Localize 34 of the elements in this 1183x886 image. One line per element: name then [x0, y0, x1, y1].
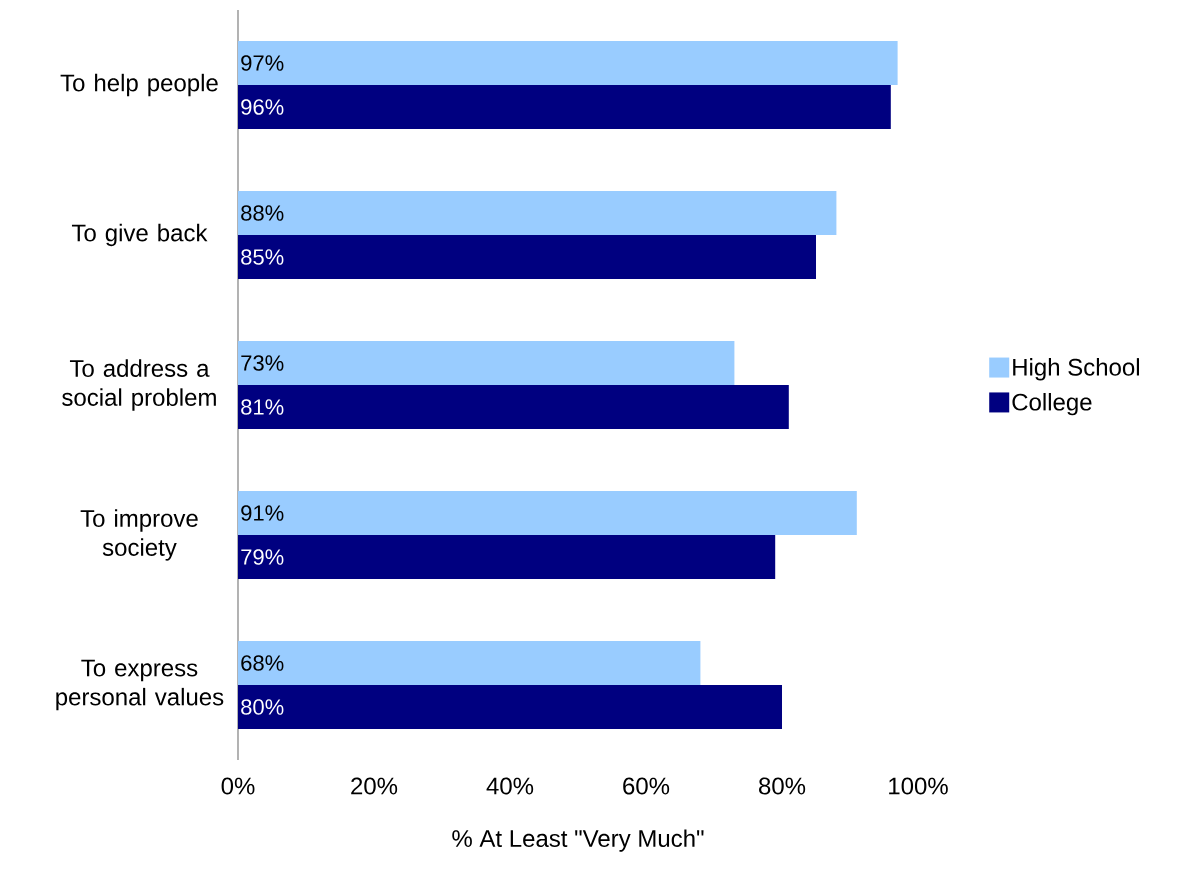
- data-label: 73%: [241, 355, 284, 371]
- x-tick-label: 40%: [486, 777, 534, 795]
- bar: [238, 190, 837, 235]
- x-tick-label: 20%: [351, 777, 398, 795]
- bar: [238, 641, 701, 685]
- bar: [238, 234, 817, 279]
- bar: [238, 384, 789, 429]
- data-label: 91%: [241, 505, 284, 521]
- bar: [238, 490, 857, 535]
- data-label: 85%: [241, 249, 284, 265]
- y-tick-label: To improve society: [80, 509, 198, 561]
- data-label: 79%: [241, 549, 284, 565]
- x-tick-label: 0%: [221, 777, 255, 795]
- x-tick-label: 100%: [889, 777, 948, 795]
- bar: [238, 40, 898, 85]
- x-tick-label: 80%: [759, 777, 806, 795]
- bar: [238, 534, 776, 579]
- bar: [238, 340, 735, 385]
- bar: [238, 685, 783, 729]
- y-tick-label: To express personal values: [56, 659, 224, 711]
- data-label: 88%: [241, 205, 284, 221]
- x-tick-label: 60%: [623, 777, 670, 795]
- y-tick-label: To give back: [71, 223, 208, 247]
- data-label: 68%: [241, 655, 284, 671]
- legend-label: College: [1012, 392, 1092, 416]
- y-tick-label: To address a social problem: [62, 359, 216, 411]
- data-label: 80%: [241, 699, 284, 715]
- data-label: 97%: [241, 55, 284, 71]
- y-tick-label: To help people: [60, 73, 218, 97]
- legend-label: High School: [1013, 358, 1139, 381]
- data-label: 96%: [241, 99, 284, 115]
- data-label: 81%: [241, 399, 284, 415]
- bar: [238, 84, 891, 129]
- x-axis-title: % At Least "Very Much": [452, 829, 704, 852]
